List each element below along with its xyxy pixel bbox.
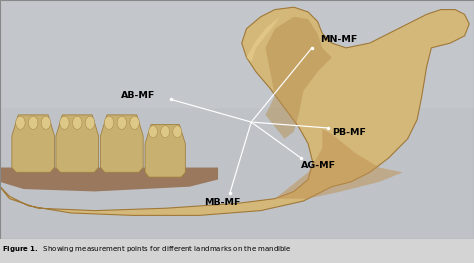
Ellipse shape xyxy=(73,116,82,129)
Polygon shape xyxy=(145,124,185,177)
Polygon shape xyxy=(100,115,143,172)
Ellipse shape xyxy=(60,116,69,129)
Polygon shape xyxy=(275,129,403,199)
Polygon shape xyxy=(56,115,99,172)
Text: PB-MF: PB-MF xyxy=(332,128,366,137)
Text: MB-MF: MB-MF xyxy=(204,198,240,207)
Polygon shape xyxy=(265,17,332,139)
Ellipse shape xyxy=(173,126,182,138)
Ellipse shape xyxy=(161,126,170,138)
Polygon shape xyxy=(246,17,280,62)
Text: AB-MF: AB-MF xyxy=(121,91,155,100)
Ellipse shape xyxy=(104,116,114,129)
Ellipse shape xyxy=(28,116,38,129)
Polygon shape xyxy=(0,168,218,191)
Ellipse shape xyxy=(85,116,95,129)
Ellipse shape xyxy=(149,126,157,138)
Text: AG-MF: AG-MF xyxy=(301,161,336,170)
Ellipse shape xyxy=(41,116,51,129)
Ellipse shape xyxy=(130,116,139,129)
Polygon shape xyxy=(12,115,55,172)
Ellipse shape xyxy=(16,116,25,129)
Polygon shape xyxy=(0,7,469,215)
Text: $\bf{Figure\ 1.}$  Showing measurement points for different landmarks on the man: $\bf{Figure\ 1.}$ Showing measurement po… xyxy=(2,244,292,254)
Text: MN-MF: MN-MF xyxy=(320,35,357,44)
Bar xyxy=(0,0,474,108)
Ellipse shape xyxy=(117,116,127,129)
